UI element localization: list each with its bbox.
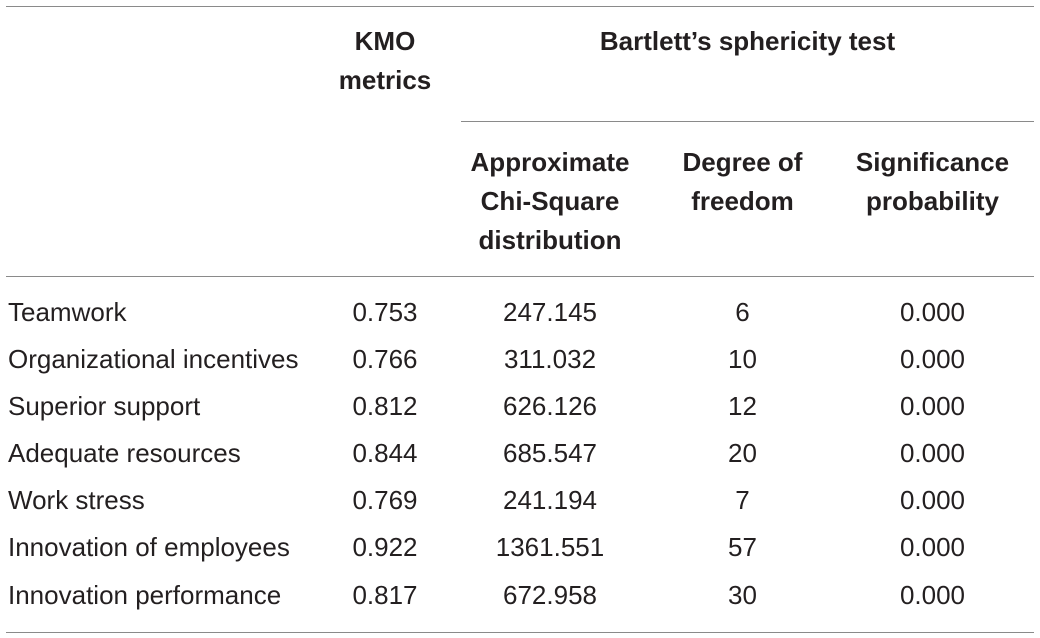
row-name: Organizational incentives (8, 344, 299, 374)
header-kmo-metrics: KMO metrics (338, 26, 432, 95)
row-chi-square-value: 241.194 (503, 485, 597, 515)
table-row: Organizational incentives 0.766 311.032 … (0, 336, 1034, 383)
table-bottom-rule (6, 632, 1034, 633)
row-chi-square-value: 685.547 (503, 438, 597, 468)
row-kmo-value: 0.766 (352, 344, 418, 374)
table-row: Superior support 0.812 626.126 12 0.000 (0, 383, 1034, 430)
header-significance-probability: Significance probability (855, 147, 1010, 216)
row-df-value: 12 (728, 391, 757, 421)
row-chi-square-value: 626.126 (503, 391, 597, 421)
row-kmo-value: 0.817 (352, 580, 418, 610)
header-bartlett-test: Bartlett’s sphericity test (599, 26, 896, 56)
row-significance-value: 0.000 (899, 485, 966, 515)
row-name: Work stress (8, 485, 145, 515)
table-top-rule (6, 6, 1034, 7)
row-significance-value: 0.000 (899, 580, 966, 610)
table-row: Adequate resources 0.844 685.547 20 0.00… (0, 430, 1034, 477)
row-significance-value: 0.000 (899, 297, 966, 327)
header-degree-of-freedom: Degree of freedom (682, 147, 803, 216)
row-kmo-value: 0.922 (352, 532, 418, 562)
table-row: Teamwork 0.753 247.145 6 0.000 (0, 289, 1034, 336)
row-significance-value: 0.000 (899, 344, 966, 374)
row-name: Innovation of employees (8, 532, 290, 562)
table-row: Innovation of employees 0.922 1361.551 5… (0, 524, 1034, 571)
row-df-value: 10 (728, 344, 757, 374)
row-df-value: 30 (728, 580, 757, 610)
row-chi-square-value: 311.032 (503, 344, 597, 374)
row-name: Adequate resources (8, 438, 241, 468)
row-kmo-value: 0.753 (352, 297, 418, 327)
table-row: Innovation performance 0.817 672.958 30 … (0, 572, 1034, 619)
row-df-value: 57 (728, 532, 757, 562)
row-df-value: 20 (728, 438, 757, 468)
table-row: Work stress 0.769 241.194 7 0.000 (0, 477, 1034, 524)
row-significance-value: 0.000 (899, 532, 966, 562)
row-kmo-value: 0.812 (352, 391, 418, 421)
row-significance-value: 0.000 (899, 391, 966, 421)
header-approx-chi-square: Approximate Chi-Square distribution (470, 147, 630, 255)
row-name: Innovation performance (8, 580, 282, 610)
row-name: Teamwork (8, 297, 127, 327)
row-df-value: 7 (735, 485, 750, 515)
header-bottom-rule (6, 276, 1034, 277)
bartlett-group-rule (461, 121, 1034, 122)
row-chi-square-value: 672.958 (503, 580, 597, 610)
row-kmo-value: 0.769 (352, 485, 418, 515)
row-name: Superior support (8, 391, 201, 421)
row-kmo-value: 0.844 (352, 438, 418, 468)
row-significance-value: 0.000 (899, 438, 966, 468)
row-chi-square-value: 247.145 (503, 297, 597, 327)
row-chi-square-value: 1361.551 (495, 532, 605, 562)
row-df-value: 6 (735, 297, 750, 327)
